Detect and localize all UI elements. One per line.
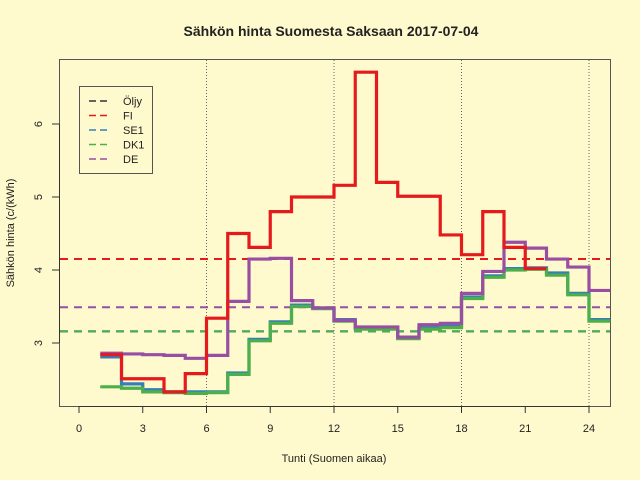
y-tick-label: 6 [33, 121, 45, 127]
series-lines [100, 70, 611, 395]
series-de [100, 240, 611, 360]
hour-gridlines [206, 60, 590, 406]
x-axis: 0 3 6 9 12 15 18 21 24 [76, 406, 595, 435]
x-tick-label: 3 [140, 423, 146, 435]
legend-label: DK1 [123, 140, 144, 152]
y-tick-label: 4 [33, 267, 45, 273]
y-axis-label: Sähkön hinta (c/(kWh) [5, 179, 17, 288]
x-tick-label: 6 [203, 423, 209, 435]
x-axis-label: Tunti (Suomen aikaa) [282, 453, 387, 465]
x-tick-label: 15 [392, 423, 404, 435]
legend: Öljy FI SE1 DK1 DE [79, 86, 153, 174]
x-tick-label: 9 [267, 423, 273, 435]
legend-label: DE [123, 154, 138, 166]
chart-title: Sähkön hinta Suomesta Saksaan 2017-07-04 [184, 23, 479, 39]
y-tick-label: 3 [33, 340, 45, 346]
y-axis: 3 4 5 6 [33, 121, 60, 346]
legend-label: FI [123, 111, 133, 123]
x-tick-label: 21 [519, 423, 531, 435]
y-tick-label: 5 [33, 194, 45, 200]
x-tick-label: 12 [328, 423, 340, 435]
x-tick-label: 18 [455, 423, 467, 435]
x-tick-label: 0 [76, 423, 82, 435]
legend-box [79, 86, 153, 174]
series-fi [100, 70, 547, 394]
legend-label: Öljy [123, 96, 142, 108]
x-tick-label: 24 [583, 423, 595, 435]
legend-label: SE1 [123, 125, 144, 137]
average-lines [60, 258, 610, 333]
